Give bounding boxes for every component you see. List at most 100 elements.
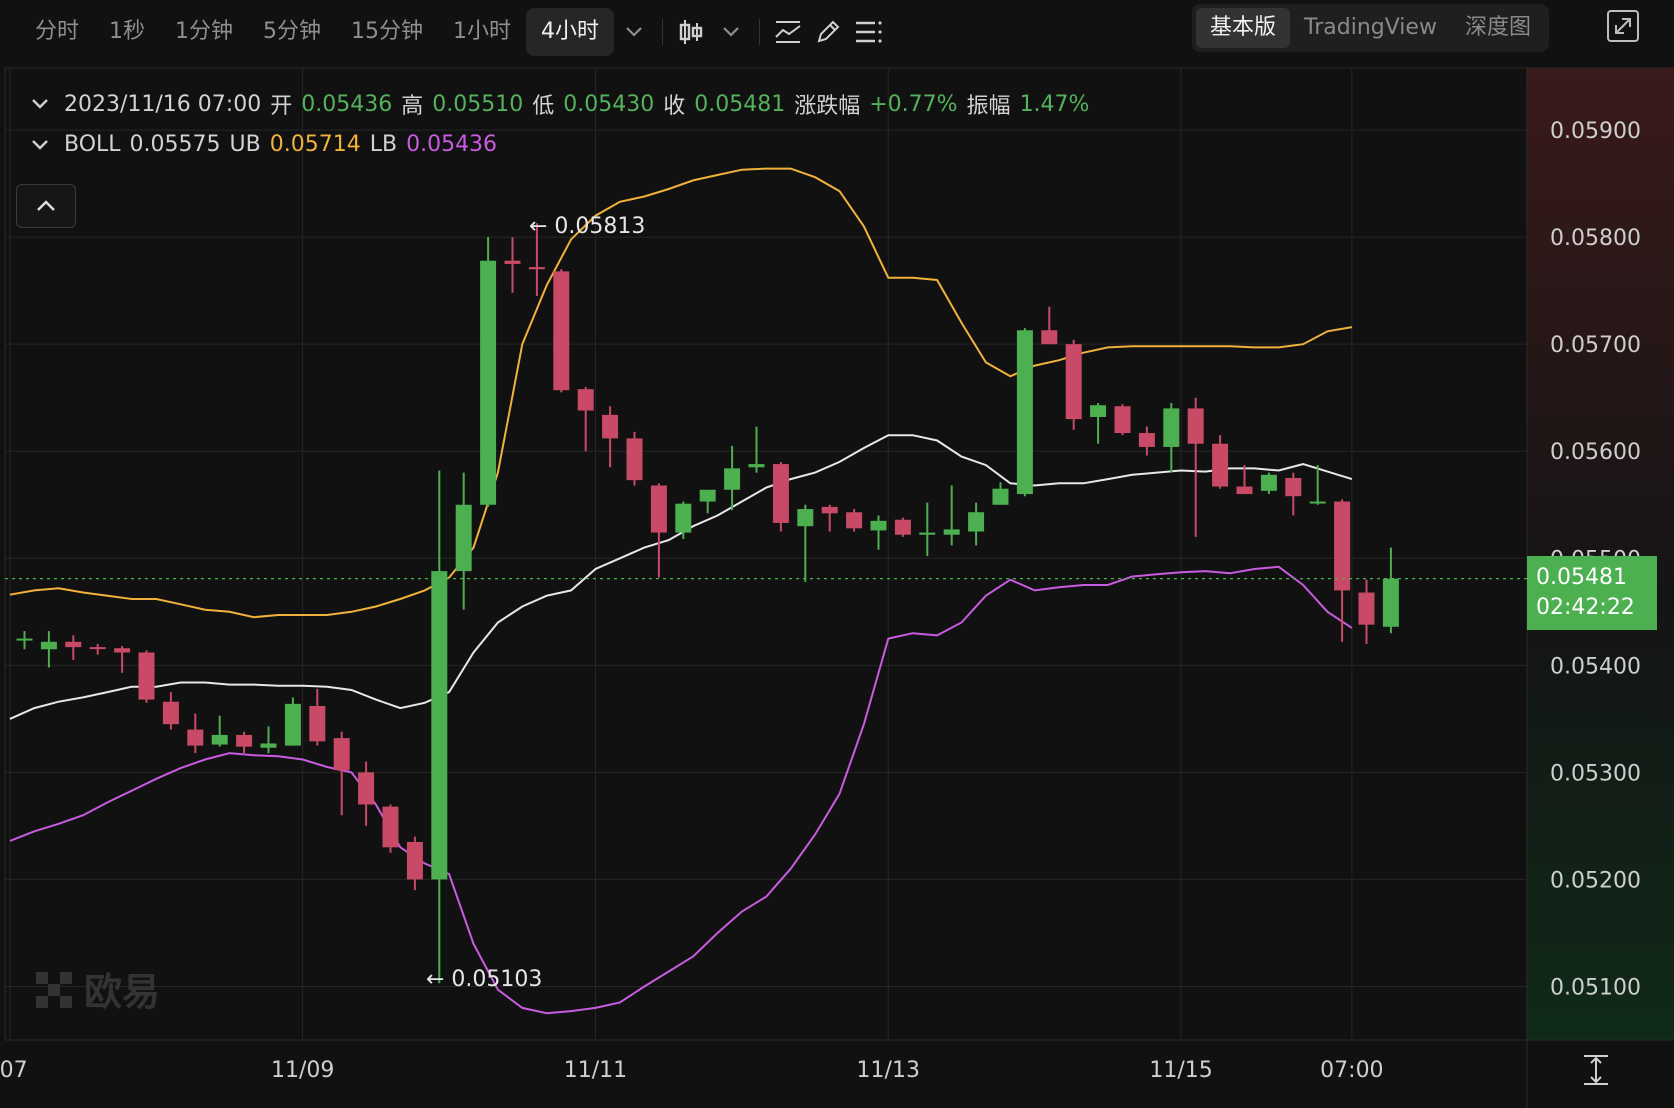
candle-body [650,485,667,533]
candle [748,426,765,473]
ohlc-legend: 2023/11/16 07:00 开 0.05436 高 0.05510 低 0… [30,88,1098,120]
low-value: 0.05430 [563,91,655,117]
candle [65,635,82,660]
candle [1065,339,1082,430]
interval-3[interactable]: 5分钟 [263,19,322,44]
candle [16,631,33,650]
candle [1114,404,1131,436]
candle-body [626,438,643,481]
candle-body [1016,330,1033,495]
indicator-icon[interactable] [768,8,808,56]
candle [894,517,911,537]
candle-body [1212,443,1229,487]
interval-1[interactable]: 1秒 [109,19,146,44]
candle-body [89,647,106,650]
chevron-down-icon[interactable] [614,8,654,56]
drawing-pencil-icon[interactable] [808,8,848,56]
collapse-legend-button[interactable] [16,184,76,228]
interval-0[interactable]: 分时 [35,19,80,44]
candle [1041,306,1058,345]
open-value: 0.05436 [301,91,393,117]
view-tab-2[interactable]: 深度图 [1464,15,1531,40]
price-tick-label: 0.05200 [1550,868,1641,893]
candle-body [1285,477,1302,497]
interval-2[interactable]: 1分钟 [175,19,234,44]
interval-5[interactable]: 1小时 [453,19,512,44]
low-annotation: ← 0.05103 [426,967,542,992]
candles [16,223,1399,984]
candle [138,650,155,703]
chevron-up-icon [37,200,55,211]
candle [943,485,960,546]
candle-body [602,414,619,439]
candle-body [480,260,497,505]
price-tick-label: 0.05400 [1550,654,1641,679]
candle [577,387,594,452]
candle-body [675,503,692,533]
ub-value: 0.05714 [269,132,361,157]
view-tab-0[interactable]: 基本版 [1196,8,1291,48]
candle-body [284,703,301,746]
lb-label: LB [369,132,398,157]
candle-body [382,806,399,848]
interval-4[interactable]: 15分钟 [351,19,424,44]
candle-body [40,641,57,650]
bollinger-bands [9,167,1353,1015]
axis-scale-icon[interactable] [1574,1050,1618,1090]
candle [650,483,667,578]
candle [89,643,106,655]
candle [553,269,570,393]
price-tick-label: 0.05700 [1550,333,1641,358]
candle [211,715,228,747]
candle [504,237,521,293]
candle [236,731,253,754]
candle-body [772,464,789,523]
legend-collapse-icon[interactable] [30,97,50,111]
boll-middle-band [9,434,1353,720]
settings-list-icon[interactable] [848,8,888,56]
open-label: 开 [270,94,293,119]
candle-body [1382,578,1399,627]
candle-body [797,509,814,527]
countdown-timer: 02:42:22 [1536,595,1635,620]
candle [992,482,1009,505]
candle [1285,472,1302,516]
candle [870,515,887,550]
candle [431,470,448,984]
candle [1212,435,1229,489]
price-tick-label: 0.05100 [1550,975,1641,1000]
candle-body [162,701,179,725]
view-switcher: 基本版 TradingView 深度图 [1192,4,1549,52]
candle-body [1309,501,1326,504]
candle-body [577,389,594,411]
candle-body [333,738,350,771]
chart-type-chevron-icon[interactable] [711,8,751,56]
candle [699,489,716,514]
candle [1090,403,1107,444]
interval-6[interactable]: 4小时 [526,8,615,56]
candle [1309,465,1326,505]
candle-body [211,734,228,745]
time-tick-label: /07 [0,1058,28,1083]
candle-body [1260,474,1277,491]
candle [724,445,741,511]
candle [675,501,692,540]
candle [919,502,936,557]
boll-collapse-icon[interactable] [30,138,50,152]
candle-body [114,648,131,653]
view-tab-1[interactable]: TradingView [1304,15,1437,40]
candle [333,731,350,816]
candle [480,237,497,507]
candle-body [1090,405,1107,417]
fullscreen-icon[interactable] [1605,8,1641,44]
candle-body [187,729,204,746]
candle-body [724,468,741,490]
candle-body [138,652,155,700]
boll-lower-band [9,565,1353,1015]
candle [284,697,301,746]
candlestick-type-icon[interactable] [671,8,711,56]
candle-body [846,512,863,529]
change-label: 涨跌幅 [794,94,861,119]
top-toolbar: 分时 1秒 1分钟 5分钟 15分钟 1小时 4小时 [0,0,1674,64]
